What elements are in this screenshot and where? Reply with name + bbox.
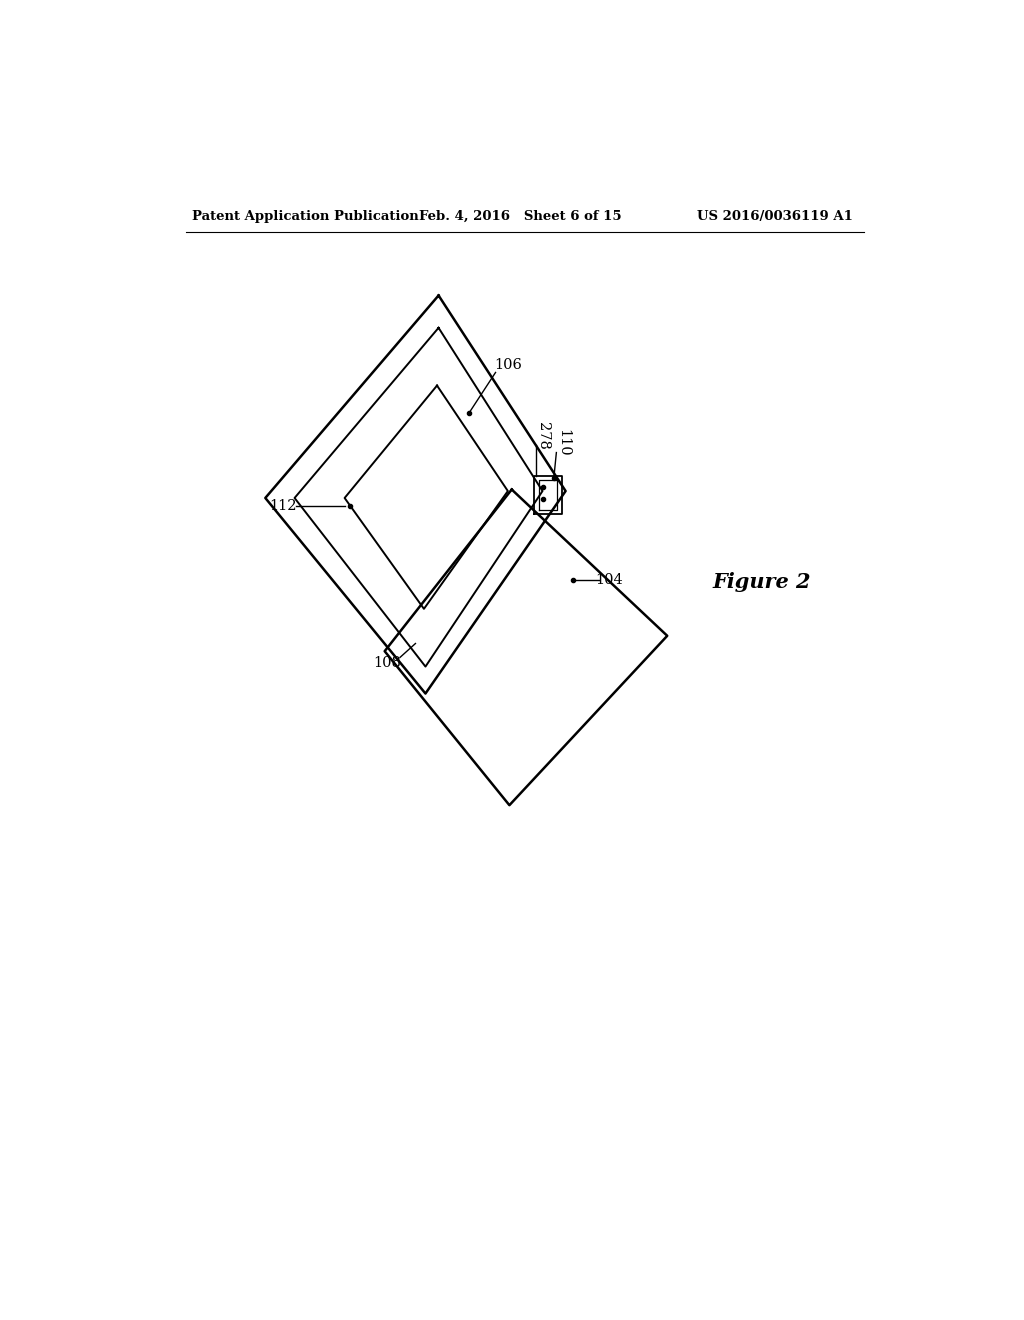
Text: US 2016/0036119 A1: US 2016/0036119 A1 (696, 210, 852, 223)
Text: Figure 2: Figure 2 (713, 572, 811, 591)
Text: 110: 110 (556, 429, 570, 457)
Text: 104: 104 (596, 573, 624, 587)
Text: 106: 106 (494, 358, 522, 372)
Text: Patent Application Publication: Patent Application Publication (193, 210, 419, 223)
Text: 108: 108 (373, 656, 401, 669)
Text: 112: 112 (269, 499, 297, 513)
Text: 278: 278 (537, 421, 550, 450)
Text: Feb. 4, 2016   Sheet 6 of 15: Feb. 4, 2016 Sheet 6 of 15 (419, 210, 622, 223)
